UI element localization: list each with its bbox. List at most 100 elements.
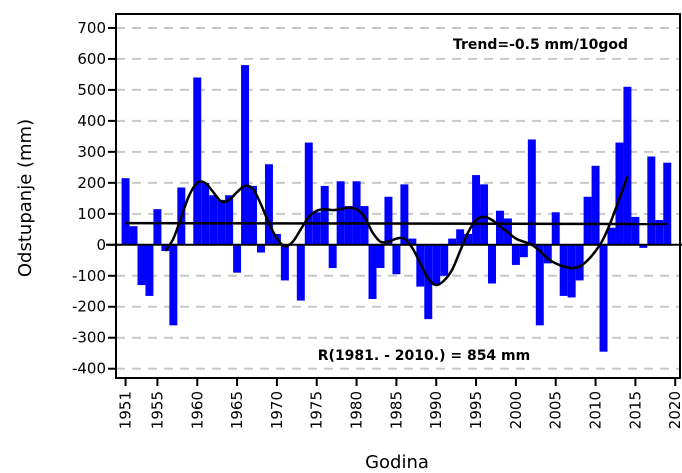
bar — [320, 185, 329, 245]
bar — [233, 244, 242, 273]
bar — [344, 206, 353, 245]
x-axis-title: Godina — [365, 452, 429, 473]
bar — [304, 142, 313, 245]
bar — [376, 244, 385, 269]
bar — [567, 244, 576, 298]
bar — [519, 244, 528, 258]
bar — [360, 206, 369, 245]
bar — [559, 244, 568, 296]
bar — [639, 244, 648, 248]
bar — [129, 226, 138, 245]
smoothed-line — [164, 176, 629, 287]
bar — [209, 195, 218, 245]
bar — [480, 184, 489, 245]
bar — [161, 244, 170, 251]
bar — [424, 244, 433, 320]
x-tick-label: 1990 — [427, 391, 445, 429]
bar — [137, 244, 146, 286]
bar — [551, 212, 560, 245]
bar — [511, 244, 520, 265]
reference-period-annotation: R(1981. - 2010.) = 854 mm — [318, 348, 530, 364]
x-tick-label: 1951 — [117, 391, 135, 429]
lines — [106, 176, 682, 287]
y-tick-label: 0 — [96, 236, 106, 254]
bar — [257, 244, 265, 253]
bar — [384, 196, 393, 245]
bar — [488, 244, 496, 284]
bar — [249, 185, 257, 245]
gridlines — [116, 26, 680, 370]
bar — [527, 139, 536, 245]
bar — [440, 244, 449, 276]
y-tick-label: 600 — [77, 50, 106, 68]
bar — [448, 238, 457, 245]
bar — [368, 244, 377, 300]
x-tick-label: 1970 — [268, 391, 286, 429]
bar — [464, 233, 473, 245]
y-tick-label: -100 — [72, 267, 106, 285]
y-tick-label: 500 — [77, 81, 106, 99]
bar — [472, 175, 481, 245]
bar — [153, 209, 162, 245]
x-tick-label: 2010 — [587, 391, 605, 429]
y-tick-label: 300 — [77, 143, 106, 161]
bar — [241, 65, 250, 245]
y-tick-label: 700 — [77, 19, 106, 37]
x-tick-label: 2000 — [507, 391, 525, 429]
bar — [145, 244, 154, 296]
bar — [225, 195, 234, 245]
bar — [647, 156, 656, 245]
trend-annotation: Trend=-0.5 mm/10god — [453, 37, 628, 53]
anomaly-bars — [121, 65, 672, 352]
y-tick-label: 400 — [77, 112, 106, 130]
bar — [599, 244, 608, 352]
bar — [432, 244, 441, 286]
x-axis: 1951 1955 1960 1965 1970 1975 1980 1985 1990 1995… — [117, 378, 682, 429]
bar — [591, 165, 600, 245]
x-tick-label: 1980 — [348, 391, 366, 429]
bar — [328, 244, 337, 269]
bar — [623, 86, 632, 245]
bar — [296, 244, 305, 301]
bar — [408, 238, 417, 245]
x-tick-label: 1975 — [308, 391, 326, 429]
bar — [543, 244, 552, 264]
trend-line — [125, 221, 668, 226]
y-tick-label: 100 — [77, 205, 106, 223]
bar — [400, 184, 409, 245]
y-tick-label: -400 — [72, 360, 106, 378]
x-tick-label: 1985 — [387, 391, 405, 429]
bar — [615, 142, 624, 245]
y-axis: -400 -300 -200 -100 0 100 200 300 400 500 600 700 — [72, 19, 116, 378]
bar — [575, 244, 584, 281]
bar — [193, 77, 202, 245]
bar — [121, 178, 130, 245]
y-tick-label: -300 — [72, 329, 106, 347]
bar — [312, 212, 321, 245]
bar — [663, 162, 672, 245]
plot-frame — [115, 13, 681, 379]
bar — [169, 244, 178, 326]
bar — [280, 244, 289, 281]
bar — [631, 216, 640, 245]
bar — [456, 229, 465, 245]
x-tick-label: 1995 — [467, 391, 485, 429]
bar — [607, 227, 616, 245]
bar — [264, 164, 273, 245]
x-tick-label: 2020 — [666, 391, 682, 429]
bar — [201, 182, 210, 245]
bar — [535, 244, 544, 326]
x-tick-label: 1960 — [188, 391, 206, 429]
x-tick-label: 2005 — [547, 391, 565, 429]
bar — [352, 181, 361, 245]
y-tick-label: -200 — [72, 298, 106, 316]
x-tick-label: 2015 — [626, 391, 644, 429]
bar — [336, 181, 345, 245]
y-axis-title: Odstupanje (mm) — [15, 119, 36, 277]
bar — [655, 220, 664, 245]
bar — [583, 196, 592, 245]
bar — [392, 244, 401, 275]
x-tick-label: 1965 — [228, 391, 246, 429]
y-tick-label: 200 — [77, 174, 106, 192]
